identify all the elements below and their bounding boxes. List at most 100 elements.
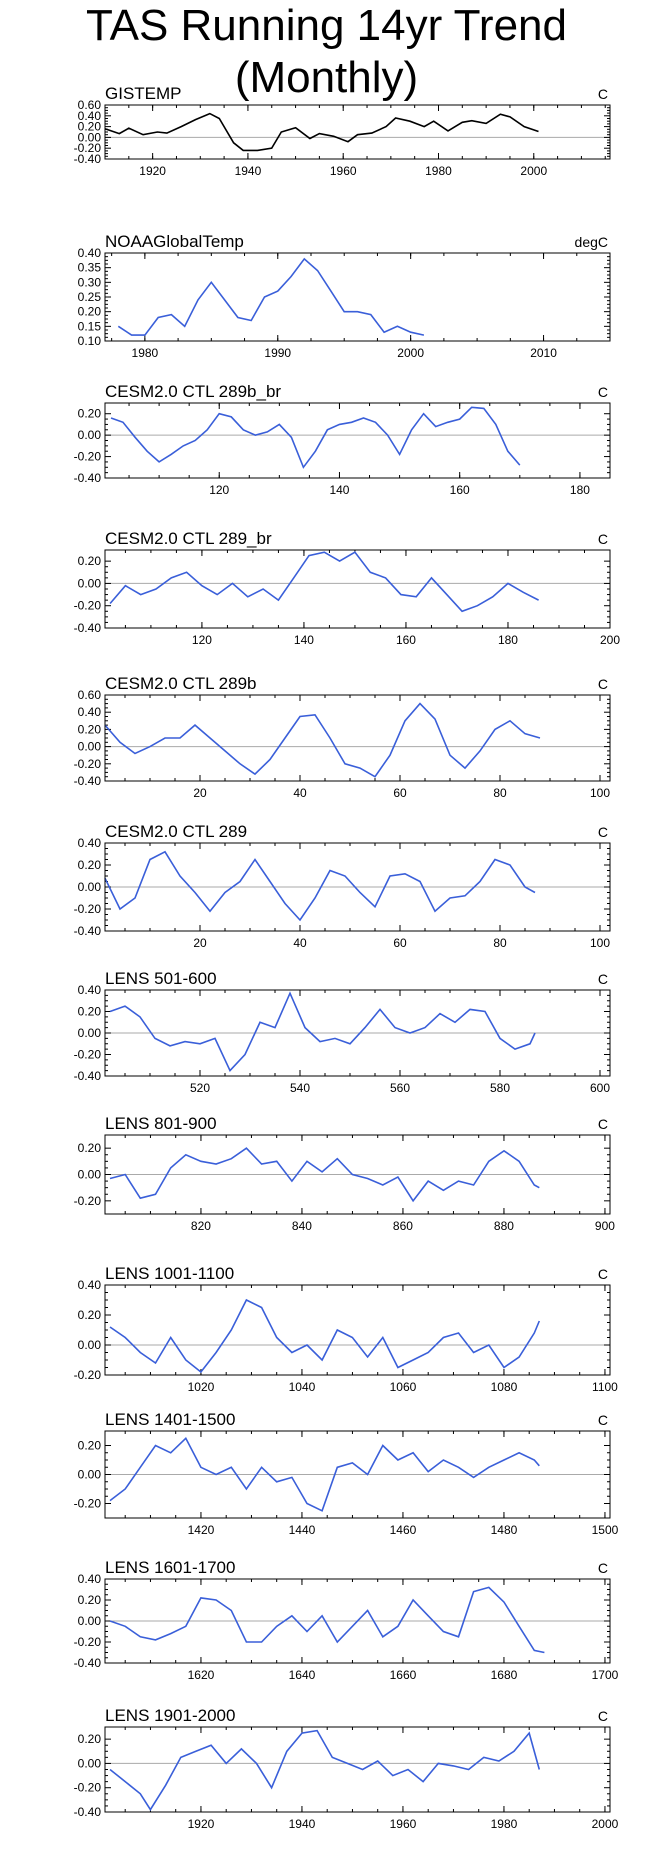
- series-line: [109, 1436, 540, 1512]
- x-tick-label: 1500: [592, 1523, 619, 1537]
- x-tick-label: 1980: [425, 164, 452, 178]
- plot-frame: [104, 1726, 611, 1813]
- y-tick-label: -0.40: [74, 924, 102, 938]
- x-tick-label: 140: [294, 633, 314, 647]
- x-tick-label: 1080: [491, 1380, 518, 1394]
- y-tick-label: 0.00: [78, 740, 102, 754]
- series-line: [109, 991, 536, 1073]
- x-tick-label: 2000: [397, 346, 424, 360]
- x-tick-label: 20: [193, 786, 207, 800]
- x-tick-label: 100: [590, 786, 610, 800]
- y-tick-label: -0.40: [74, 774, 102, 788]
- x-tick-label: 600: [590, 1081, 610, 1095]
- y-tick-label: 0.20: [78, 120, 102, 134]
- x-tick-label: 1100: [592, 1380, 618, 1394]
- plot-frame: [104, 842, 611, 932]
- x-tick-label: 1480: [491, 1523, 518, 1537]
- x-tick-label: 1060: [390, 1380, 417, 1394]
- chart-panel: CESM2.0 CTL 289 C 0.40 0.20 0.00 -0.20 -0.40 20…: [74, 822, 611, 950]
- series-line: [117, 257, 425, 336]
- y-tick-label: 0.20: [78, 858, 102, 872]
- x-tick-label: 180: [570, 483, 590, 497]
- y-tick-label: 0.20: [78, 1593, 102, 1607]
- plot-frame: [104, 989, 611, 1077]
- y-tick-label: -0.40: [74, 152, 102, 166]
- chart-panel: LENS 1601-1700 C 0.40 0.20 0.00 -0.20 -0.40 162…: [74, 1558, 619, 1682]
- x-tick-label: 520: [190, 1081, 210, 1095]
- chart-title: LENS 801-900: [105, 1114, 217, 1133]
- chart-panel: LENS 1401-1500 C 0.20 0.00 -0.20 1420 1440 1460…: [74, 1410, 619, 1537]
- x-tick-label: 200: [600, 633, 620, 647]
- x-tick-label: 880: [494, 1219, 514, 1233]
- x-tick-label: 60: [393, 936, 407, 950]
- y-tick-label: 0.00: [78, 880, 102, 894]
- chart-panel: LENS 1001-1100 C 0.40 0.20 0.00 -0.20 1020 1040…: [74, 1264, 619, 1394]
- unit-label: C: [598, 824, 608, 840]
- series-line: [104, 702, 541, 778]
- y-tick-label: -0.20: [74, 599, 102, 613]
- series-line: [109, 1298, 541, 1374]
- plot-frame: [104, 1430, 611, 1519]
- x-tick-label: 180: [498, 633, 518, 647]
- x-tick-label: 1460: [390, 1523, 417, 1537]
- chart-panel: CESM2.0 CTL 289b C 0.60 0.40 0.20 0.00 -0.20 -0…: [74, 674, 611, 800]
- unit-label: C: [598, 384, 608, 400]
- chart-title: LENS 1601-1700: [105, 1558, 235, 1577]
- x-tick-label: 540: [290, 1081, 310, 1095]
- series-line: [110, 406, 521, 469]
- series-line: [104, 850, 536, 922]
- series-line: [109, 1586, 545, 1654]
- plot-frame: [104, 549, 611, 629]
- x-tick-label: 900: [595, 1219, 615, 1233]
- chart-title: CESM2.0 CTL 289b_br: [105, 382, 281, 401]
- x-tick-label: 1640: [289, 1668, 316, 1682]
- y-tick-label: 0.10: [78, 334, 102, 348]
- chart-title: GISTEMP: [105, 84, 182, 103]
- y-tick-label: 0.30: [78, 275, 102, 289]
- chart-panel: LENS 501-600 C 0.40 0.20 0.00 -0.20 -0.40 520 54…: [74, 969, 611, 1095]
- y-tick-label: 0.40: [78, 1278, 102, 1292]
- x-tick-label: 1940: [289, 1817, 316, 1831]
- series-line: [109, 551, 539, 613]
- x-tick-label: 40: [293, 936, 307, 950]
- unit-label: degC: [575, 234, 608, 250]
- x-tick-label: 1020: [188, 1380, 215, 1394]
- plot-frame: [104, 402, 611, 479]
- y-tick-label: -0.20: [74, 1368, 102, 1382]
- unit-label: C: [598, 1560, 608, 1576]
- chart-title: CESM2.0 CTL 289: [105, 822, 247, 841]
- x-tick-label: 1700: [592, 1668, 619, 1682]
- x-tick-label: 160: [396, 633, 416, 647]
- x-tick-label: 2010: [530, 346, 557, 360]
- chart-title: LENS 1901-2000: [105, 1706, 235, 1725]
- y-tick-label: 0.20: [78, 407, 102, 421]
- y-tick-label: -0.40: [74, 621, 102, 635]
- x-tick-label: 1440: [289, 1523, 316, 1537]
- x-tick-label: 120: [192, 633, 212, 647]
- x-tick-label: 1660: [390, 1668, 417, 1682]
- x-tick-label: 580: [490, 1081, 510, 1095]
- y-tick-label: 0.40: [78, 836, 102, 850]
- unit-label: C: [598, 86, 608, 102]
- x-tick-label: 20: [193, 936, 207, 950]
- x-tick-label: 40: [293, 786, 307, 800]
- chart-title: NOAAGlobalTemp: [105, 232, 244, 251]
- y-tick-label: -0.20: [74, 1194, 102, 1208]
- y-tick-label: 0.20: [78, 722, 102, 736]
- chart-panel: CESM2.0 CTL 289b_br C 0.20 0.00 -0.20 -0.40 12…: [74, 382, 611, 497]
- chart-title: CESM2.0 CTL 289_br: [105, 529, 272, 548]
- x-tick-label: 840: [292, 1219, 312, 1233]
- x-tick-label: 1680: [491, 1668, 518, 1682]
- y-tick-label: -0.20: [74, 1781, 102, 1795]
- unit-label: C: [598, 1266, 608, 1282]
- y-tick-label: -0.20: [74, 450, 102, 464]
- y-tick-label: 0.20: [78, 1005, 102, 1019]
- plot-frame: [104, 1284, 611, 1376]
- y-tick-label: 0.40: [78, 983, 102, 997]
- y-tick-label: 0.00: [78, 1026, 102, 1040]
- x-tick-label: 100: [590, 936, 610, 950]
- chart-panel: LENS 1901-2000 C 0.20 0.00 -0.20 -0.40 1920 194…: [74, 1706, 619, 1831]
- x-tick-label: 1620: [188, 1668, 215, 1682]
- chart-panel: NOAAGlobalTemp degC0.400.350.300.250.200.…: [78, 232, 611, 360]
- y-tick-label: 0.25: [78, 290, 102, 304]
